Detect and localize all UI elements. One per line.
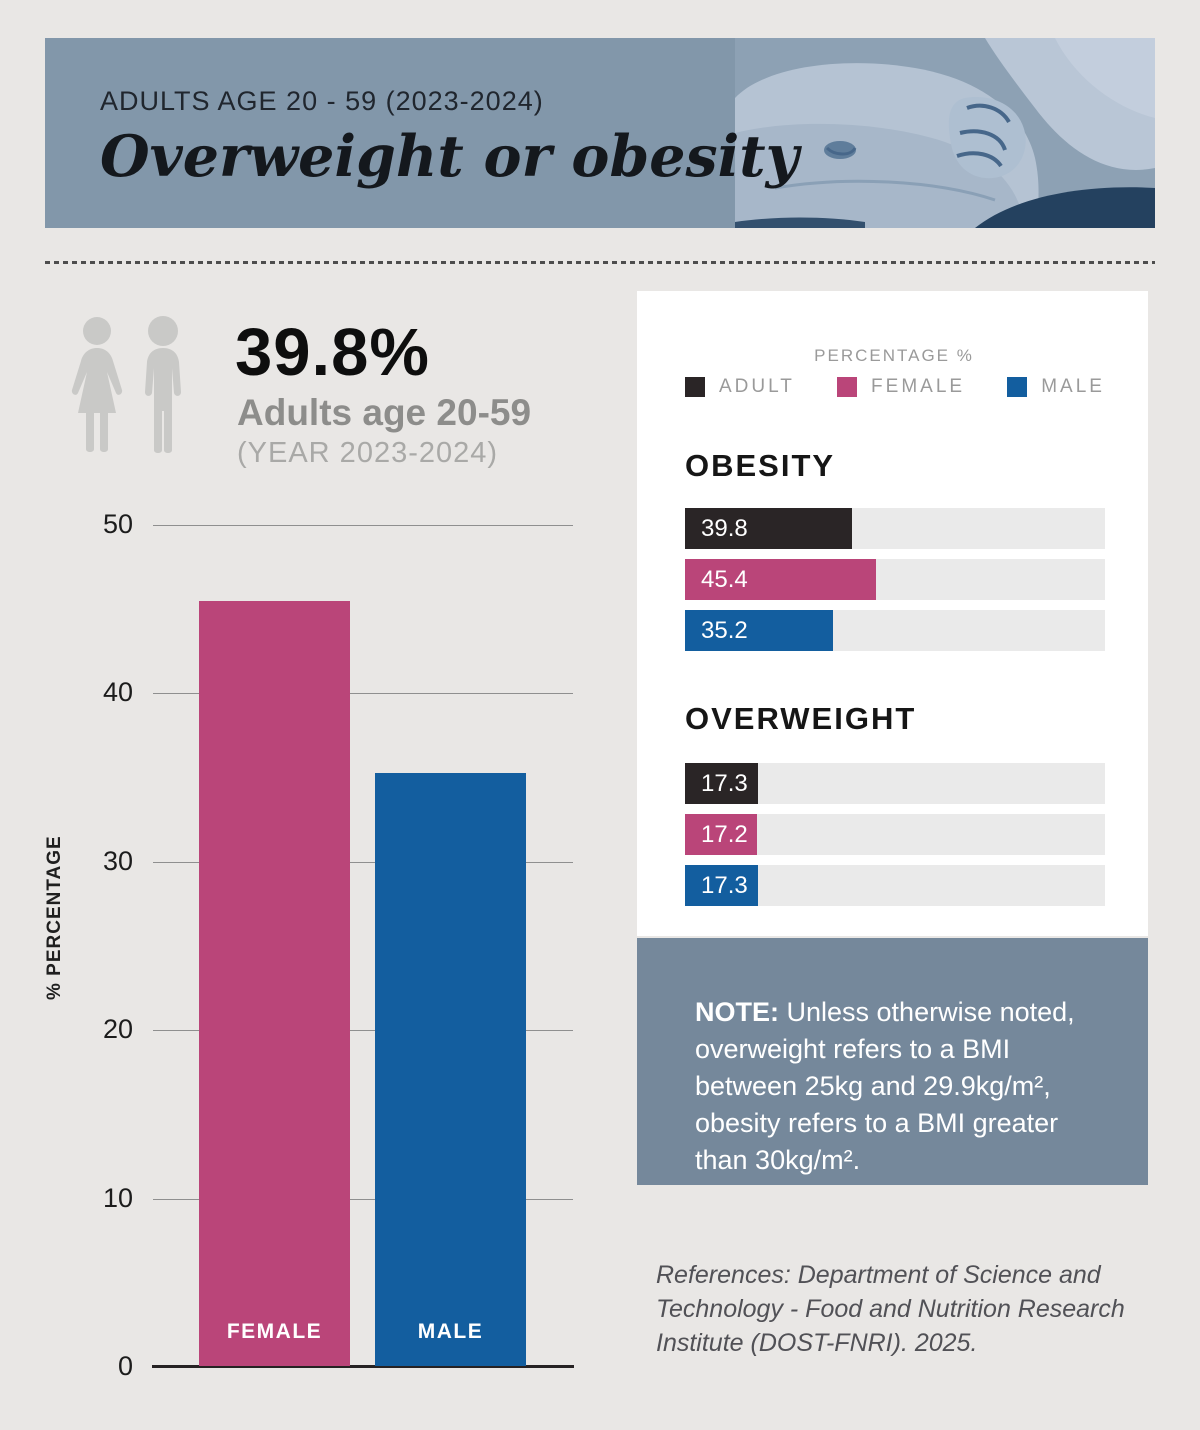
male-swatch-icon — [1007, 377, 1028, 397]
y-tick-30: 30 — [102, 845, 133, 876]
legend-item-female: FEMALE — [837, 376, 965, 398]
gridline-10 — [153, 1198, 573, 1200]
legend-item-adult: ADULT — [685, 376, 795, 398]
overweight-bar-adult: 17.3 — [685, 763, 758, 804]
obesity-heading: OBESITY — [685, 448, 836, 483]
percentage-card: PERCENTAGE % ADULT FEMALE MALE OBESITY 3… — [637, 291, 1148, 936]
header-banner: ADULTS AGE 20 - 59 (2023-2024) Overweigh… — [45, 38, 1155, 228]
obesity-bar-female: 45.4 — [685, 559, 876, 600]
stat-sublabel: (YEAR 2023-2024) — [237, 437, 499, 469]
overweight-bar-female: 17.2 — [685, 814, 758, 855]
bar-value: 35.2 — [701, 616, 748, 644]
adult-swatch-icon — [685, 377, 705, 397]
stat-value: 39.8% — [235, 315, 430, 390]
legend-heading: PERCENTAGE % — [814, 346, 974, 365]
vertical-bar-chart: 0 10 20 30 40 50 FEMALE MALE — [103, 509, 574, 1381]
y-tick-50: 50 — [102, 509, 133, 539]
stat-label: Adults age 20-59 — [237, 392, 532, 433]
legend-label-male: MALE — [1041, 376, 1105, 397]
note-box: NOTE: Unless otherwise noted, overweight… — [637, 938, 1148, 1185]
page-title: Overweight or obesity — [100, 123, 799, 190]
legend-label-adult: ADULT — [719, 376, 795, 397]
obesity-track-adult: 39.8 — [685, 508, 1105, 549]
overweight-track-adult: 17.3 — [685, 763, 1105, 804]
overweight-bars: 17.3 17.2 17.3 — [685, 763, 1105, 906]
female-male-figures-icon — [71, 316, 181, 453]
y-tick-40: 40 — [102, 677, 133, 708]
y-tick-20: 20 — [102, 1014, 133, 1045]
gridline-20 — [153, 1030, 573, 1032]
note-text: Unless otherwise noted, overweight refer… — [695, 997, 1075, 1175]
female-swatch-icon — [837, 377, 858, 397]
bar-value: 17.3 — [701, 769, 748, 797]
obesity-bars: 39.8 45.4 35.2 — [685, 508, 1105, 651]
header-eyebrow: ADULTS AGE 20 - 59 (2023-2024) — [100, 86, 544, 116]
obesity-bar-adult: 39.8 — [685, 508, 853, 549]
bar-value: 17.2 — [701, 820, 748, 848]
y-tick-10: 10 — [102, 1182, 133, 1213]
overweight-bar-male: 17.3 — [685, 865, 758, 906]
belly-pinch-photo — [735, 38, 1155, 228]
header-text-block: ADULTS AGE 20 - 59 (2023-2024) Overweigh… — [100, 86, 799, 190]
gridline-30 — [153, 861, 573, 863]
bar-label-male: MALE — [417, 1320, 484, 1343]
bar-value: 45.4 — [701, 565, 748, 593]
gridline-40 — [153, 693, 573, 695]
overweight-heading: OVERWEIGHT — [685, 701, 917, 736]
bar-female: FEMALE — [199, 601, 350, 1366]
dotted-divider — [45, 261, 1155, 264]
bar-male: MALE — [375, 773, 526, 1366]
bar-label-female: FEMALE — [226, 1320, 323, 1343]
x-axis — [152, 1365, 574, 1368]
gridline-50 — [153, 525, 573, 526]
y-tick-0: 0 — [117, 1351, 133, 1381]
legend: ADULT FEMALE MALE — [685, 376, 1105, 398]
bar-value: 17.3 — [701, 871, 748, 899]
obesity-bar-male: 35.2 — [685, 610, 833, 651]
obesity-track-male: 35.2 — [685, 610, 1105, 651]
references-text: References: Department of Science and Te… — [656, 1261, 1125, 1357]
overweight-track-female: 17.2 — [685, 814, 1105, 855]
legend-label-female: FEMALE — [871, 376, 966, 397]
legend-item-male: MALE — [1007, 376, 1105, 398]
note-label: NOTE: — [695, 997, 779, 1027]
bar-value: 39.8 — [701, 514, 748, 542]
obesity-track-female: 45.4 — [685, 559, 1105, 600]
overweight-track-male: 17.3 — [685, 865, 1105, 906]
